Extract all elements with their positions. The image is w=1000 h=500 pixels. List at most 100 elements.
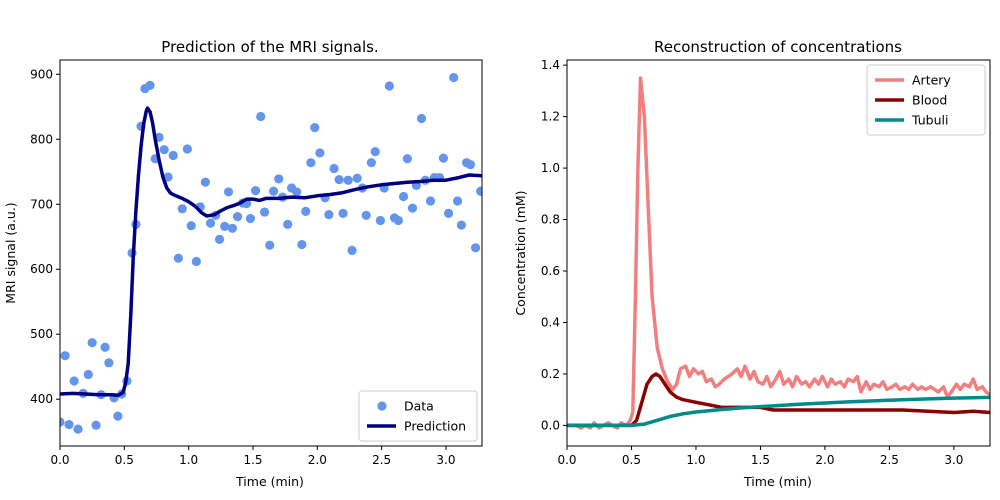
y-tick-label: 1.0	[541, 161, 560, 175]
data-point	[145, 80, 155, 90]
x-tick-label: 1.5	[751, 453, 770, 467]
x-tick-label: 2.0	[308, 453, 327, 467]
concentration-chart: Reconstruction of concentrations 0.0 0.5 1…	[513, 38, 991, 489]
series-layer	[567, 76, 990, 430]
data-point	[227, 223, 238, 233]
x-tick-label: 0.5	[622, 453, 641, 467]
series-layer	[60, 72, 482, 434]
series-line-prediction	[60, 106, 482, 398]
legend-label: Artery	[912, 73, 951, 88]
data-point	[191, 256, 201, 267]
data-point	[438, 153, 449, 163]
x-tick-label: 1.5	[243, 453, 262, 467]
data-point	[393, 215, 403, 226]
axes-frame	[566, 59, 991, 447]
x-tick-label: 0.0	[50, 453, 69, 467]
data-point	[259, 207, 270, 217]
legend: Artery Blood Tubuli	[866, 64, 986, 136]
axes-frame	[59, 59, 483, 447]
data-point	[306, 158, 316, 168]
y-tick-label: 700	[30, 197, 53, 211]
data-point	[347, 245, 357, 256]
legend-label: Prediction	[404, 419, 466, 434]
data-point	[214, 234, 225, 244]
data-point	[443, 208, 454, 218]
data-point	[324, 210, 334, 220]
y-tick-label: 1.4	[541, 58, 560, 72]
data-point	[452, 196, 463, 206]
data-point	[352, 173, 362, 183]
data-point	[223, 187, 234, 197]
legend: Data Prediction	[358, 390, 478, 442]
data-point	[168, 150, 178, 161]
data-point	[456, 220, 467, 230]
data-point	[297, 239, 307, 250]
x-tick-label: 3.0	[436, 453, 455, 467]
data-point	[220, 221, 230, 231]
data-point	[245, 213, 256, 224]
data-point	[268, 186, 279, 196]
data-point	[163, 172, 173, 182]
y-tick-label: 800	[30, 132, 53, 146]
chart-title: Prediction of the MRI signals.	[161, 38, 378, 56]
data-point	[73, 424, 83, 434]
x-axis-label: Time (min)	[743, 474, 812, 489]
data-point	[416, 113, 427, 124]
plot-area	[59, 59, 483, 447]
data-point	[60, 417, 65, 427]
y-tick-label: 900	[30, 67, 53, 81]
data-point	[465, 160, 476, 170]
mri-signal-chart: Prediction of the MRI signals. 0.0 0.5 1.0…	[3, 38, 483, 489]
data-point	[205, 218, 216, 228]
data-point	[338, 208, 348, 218]
data-point	[334, 174, 344, 185]
series-line-artery	[567, 76, 990, 430]
data-point	[449, 72, 459, 83]
data-point	[402, 154, 412, 164]
data-point	[91, 420, 101, 430]
data-point	[200, 177, 210, 187]
data-point	[113, 411, 123, 421]
y-tick-label: 0.6	[541, 264, 560, 278]
y-axis-label: MRI signal (a.u.)	[3, 202, 18, 303]
y-tick-label: 500	[30, 327, 53, 341]
data-point	[425, 196, 436, 206]
data-point	[87, 338, 97, 348]
axis-ticks: 0.0 0.5 1.0 1.5 2.0 2.5 3.0 0.0 0.2 0.4 0.6 0.8 1.0 1…	[541, 58, 964, 467]
data-point	[407, 203, 418, 213]
data-point	[186, 221, 196, 231]
data-point	[315, 148, 325, 158]
x-tick-label: 2.0	[815, 453, 834, 467]
data-point	[470, 243, 481, 253]
data-point	[310, 122, 320, 133]
plot-area	[566, 59, 991, 447]
data-point	[375, 215, 385, 226]
y-tick-label: 400	[30, 392, 53, 406]
x-tick-label: 3.0	[944, 453, 963, 467]
x-axis-label: Time (min)	[235, 474, 304, 489]
series-data	[60, 72, 482, 434]
data-point	[329, 163, 339, 174]
data-point	[370, 147, 380, 157]
y-tick-label: 600	[30, 262, 53, 276]
data-point	[64, 419, 74, 430]
legend-box	[358, 390, 478, 442]
data-point	[182, 144, 192, 154]
data-point	[366, 158, 376, 168]
x-tick-label: 0.5	[115, 453, 134, 467]
legend-marker	[377, 401, 387, 411]
y-tick-label: 0.2	[541, 367, 560, 381]
legend-label: Data	[404, 399, 434, 414]
chart-title: Reconstruction of concentrations	[654, 38, 902, 56]
data-point	[100, 342, 110, 352]
data-point	[159, 145, 169, 155]
legend-box	[866, 64, 986, 136]
data-point	[343, 175, 353, 185]
data-point	[265, 240, 275, 250]
data-point	[398, 191, 409, 202]
data-point	[301, 206, 311, 217]
x-tick-label: 1.0	[686, 453, 705, 467]
data-point	[256, 111, 266, 122]
x-tick-label: 2.5	[880, 453, 899, 467]
